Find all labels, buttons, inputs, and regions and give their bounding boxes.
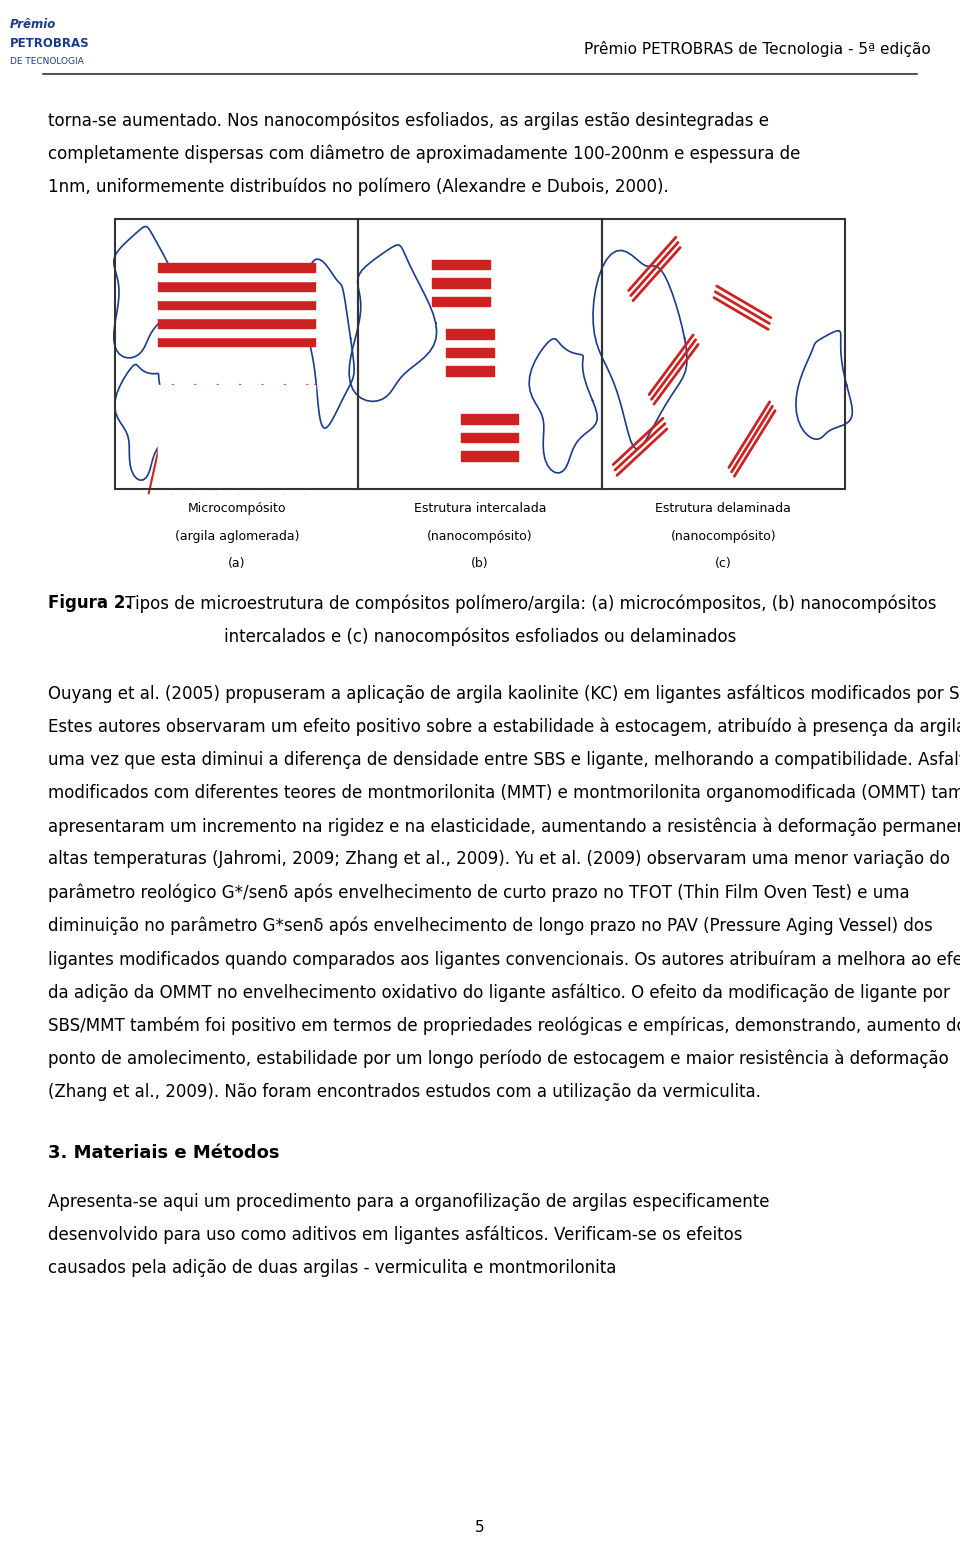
Text: Estrutura intercalada: Estrutura intercalada	[414, 501, 546, 515]
Text: Microcompósito: Microcompósito	[187, 501, 286, 515]
Text: modificados com diferentes teores de montmorilonita (MMT) e montmorilonita organ: modificados com diferentes teores de mon…	[48, 784, 960, 802]
Text: torna-se aumentado. Nos nanocompósitos esfoliados, as argilas estão desintegrada: torna-se aumentado. Nos nanocompósitos e…	[48, 111, 769, 130]
Text: (argila aglomerada): (argila aglomerada)	[175, 529, 300, 543]
Text: Prêmio PETROBRAS de Tecnologia - 5ª edição: Prêmio PETROBRAS de Tecnologia - 5ª ediç…	[585, 42, 931, 57]
Text: 5: 5	[475, 1520, 485, 1535]
Bar	[115, 218, 358, 489]
Bar	[446, 348, 494, 357]
Text: Estes autores observaram um efeito positivo sobre a estabilidade à estocagem, at: Estes autores observaram um efeito posit…	[48, 717, 960, 736]
Text: (nanocompósito): (nanocompósito)	[670, 529, 776, 543]
Text: Prêmio: Prêmio	[10, 19, 56, 31]
Text: ligantes modificados quando comparados aos ligantes convencionais. Os autores at: ligantes modificados quando comparados a…	[48, 949, 960, 968]
Text: (a): (a)	[228, 557, 246, 570]
Bar	[461, 414, 518, 424]
Text: Tipos de microestrutura de compósitos polímero/argila: (a) microcómpositos, (b) : Tipos de microestrutura de compósitos po…	[120, 594, 937, 612]
Text: da adição da OMMT no envelhecimento oxidativo do ligante asfáltico. O efeito da : da adição da OMMT no envelhecimento oxid…	[48, 983, 949, 1002]
Text: (b): (b)	[471, 557, 489, 570]
Bar	[446, 329, 494, 339]
Text: PETROBRAS: PETROBRAS	[10, 37, 89, 49]
Text: uma vez que esta diminui a diferença de densidade entre SBS e ligante, melhorand: uma vez que esta diminui a diferença de …	[48, 750, 960, 768]
Text: causados pela adição de duas argilas - vermiculita e montmorilonita: causados pela adição de duas argilas - v…	[48, 1258, 616, 1277]
Bar	[461, 433, 518, 442]
Bar	[158, 385, 315, 493]
Text: ponto de amolecimento, estabilidade por um longo período de estocagem e maior re: ponto de amolecimento, estabilidade por …	[48, 1050, 948, 1068]
Text: parâmetro reológico G*/senδ após envelhecimento de curto prazo no TFOT (Thin Fil: parâmetro reológico G*/senδ após envelhe…	[48, 883, 910, 901]
Bar	[158, 318, 315, 328]
Text: Estrutura delaminada: Estrutura delaminada	[656, 501, 791, 515]
Bar	[432, 278, 490, 288]
Bar	[602, 218, 845, 489]
Text: intercalados e (c) nanocompósitos esfoliados ou delaminados: intercalados e (c) nanocompósitos esfoli…	[224, 628, 736, 646]
Bar	[158, 309, 315, 318]
Bar	[446, 366, 494, 376]
Bar	[158, 337, 315, 346]
Bar	[158, 300, 315, 309]
Text: completamente dispersas com diâmetro de aproximadamente 100-200nm e espessura de: completamente dispersas com diâmetro de …	[48, 144, 801, 162]
Text: altas temperaturas (Jahromi, 2009; Zhang et al., 2009). Yu et al. (2009) observa: altas temperaturas (Jahromi, 2009; Zhang…	[48, 850, 950, 869]
Bar	[358, 218, 602, 489]
Text: (c): (c)	[715, 557, 732, 570]
Text: 1nm, uniformemente distribuídos no polímero (Alexandre e Dubois, 2000).: 1nm, uniformemente distribuídos no polím…	[48, 178, 669, 196]
Text: diminuição no parâmetro G*senδ após envelhecimento de longo prazo no PAV (Pressu: diminuição no parâmetro G*senδ após enve…	[48, 917, 933, 935]
Text: apresentaram um incremento na rigidez e na elasticidade, aumentando a resistênci: apresentaram um incremento na rigidez e …	[48, 816, 960, 835]
Bar	[158, 263, 315, 272]
Bar	[432, 297, 490, 306]
Text: Apresenta-se aqui um procedimento para a organofilização de argilas especificame: Apresenta-se aqui um procedimento para a…	[48, 1194, 770, 1211]
Text: DE TECNOLOGIA: DE TECNOLOGIA	[10, 57, 84, 66]
Text: Figura 2.: Figura 2.	[48, 594, 132, 612]
Bar	[158, 291, 315, 300]
Text: Ouyang et al. (2005) propuseram a aplicação de argila kaolinite (KC) em ligantes: Ouyang et al. (2005) propuseram a aplica…	[48, 683, 960, 702]
Bar	[158, 272, 315, 281]
Bar	[432, 260, 490, 269]
Text: (Zhang et al., 2009). Não foram encontrados estudos com a utilização da vermicul: (Zhang et al., 2009). Não foram encontra…	[48, 1082, 761, 1101]
Text: (nanocompósito): (nanocompósito)	[427, 529, 533, 543]
Bar	[461, 451, 518, 461]
Text: 3. Materiais e Métodos: 3. Materiais e Métodos	[48, 1144, 279, 1163]
Bar	[158, 281, 315, 291]
Text: desenvolvido para uso como aditivos em ligantes asfálticos. Verificam-se os efei: desenvolvido para uso como aditivos em l…	[48, 1226, 742, 1245]
Bar	[158, 328, 315, 337]
Text: SBS/MMT também foi positivo em termos de propriedades reológicas e empíricas, de: SBS/MMT também foi positivo em termos de…	[48, 1016, 960, 1034]
